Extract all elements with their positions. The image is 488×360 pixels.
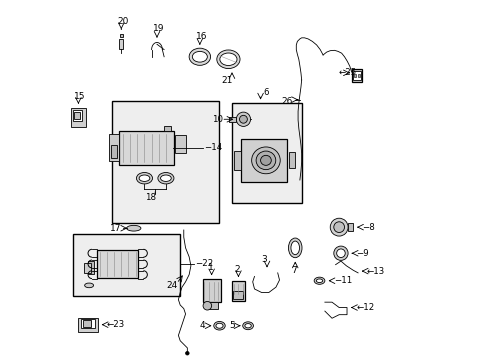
Ellipse shape: [288, 238, 302, 258]
Text: 7: 7: [290, 266, 296, 275]
Bar: [229, 117, 235, 122]
Bar: [175, 135, 185, 153]
Bar: [83, 320, 90, 327]
Bar: [108, 134, 119, 161]
Text: 6: 6: [263, 88, 268, 97]
Bar: [353, 71, 360, 80]
Bar: [357, 74, 359, 77]
Ellipse shape: [290, 241, 299, 255]
Ellipse shape: [216, 323, 223, 328]
Ellipse shape: [244, 324, 251, 328]
Bar: [164, 126, 171, 131]
Circle shape: [329, 218, 347, 236]
Text: −8: −8: [362, 222, 374, 231]
Bar: [233, 150, 241, 170]
Bar: [73, 234, 180, 296]
Text: 24: 24: [165, 281, 177, 290]
Bar: [73, 111, 81, 121]
Bar: [208, 302, 218, 309]
Text: 5: 5: [229, 321, 234, 330]
Bar: [111, 145, 117, 158]
Bar: [78, 318, 98, 332]
Ellipse shape: [126, 225, 141, 231]
Circle shape: [336, 249, 345, 257]
Bar: [71, 108, 85, 127]
Ellipse shape: [216, 50, 240, 68]
Text: 15: 15: [74, 91, 85, 100]
Ellipse shape: [84, 283, 93, 288]
Ellipse shape: [256, 151, 275, 170]
Bar: [97, 249, 138, 278]
Ellipse shape: [213, 321, 225, 330]
Circle shape: [236, 112, 250, 126]
Text: 10: 10: [212, 115, 223, 124]
Bar: [119, 39, 123, 49]
Ellipse shape: [242, 322, 253, 330]
Text: 17: 17: [109, 224, 121, 233]
Text: −14: −14: [203, 143, 222, 152]
Bar: [231, 103, 301, 203]
Bar: [241, 139, 287, 182]
Bar: [118, 131, 174, 165]
Ellipse shape: [136, 172, 152, 184]
Bar: [351, 69, 361, 82]
Text: 16: 16: [195, 32, 206, 41]
Bar: [231, 281, 244, 301]
Ellipse shape: [160, 175, 171, 181]
Bar: [288, 152, 295, 168]
Text: −9: −9: [356, 249, 368, 258]
Bar: [81, 319, 95, 328]
Bar: [203, 279, 220, 302]
Ellipse shape: [139, 175, 149, 181]
Text: 1: 1: [207, 263, 213, 272]
Ellipse shape: [220, 53, 237, 66]
Ellipse shape: [192, 51, 207, 62]
Text: ←23: ←23: [107, 320, 125, 329]
Circle shape: [185, 351, 189, 355]
Ellipse shape: [251, 147, 280, 174]
Text: 21: 21: [221, 76, 232, 85]
Text: 19: 19: [152, 24, 164, 33]
Text: ←12: ←12: [356, 303, 374, 312]
Bar: [87, 261, 94, 274]
Ellipse shape: [313, 277, 324, 284]
Text: 3: 3: [261, 255, 266, 264]
Circle shape: [239, 115, 247, 123]
Ellipse shape: [316, 279, 322, 283]
Text: 20: 20: [117, 17, 128, 26]
Text: ←25: ←25: [337, 68, 356, 77]
Circle shape: [333, 246, 347, 260]
Text: 26: 26: [281, 97, 292, 106]
Bar: [74, 112, 80, 119]
Ellipse shape: [260, 156, 271, 165]
Circle shape: [333, 222, 344, 233]
Text: 18: 18: [145, 193, 156, 202]
Bar: [120, 34, 122, 37]
Text: −11: −11: [333, 276, 352, 285]
Ellipse shape: [158, 172, 174, 184]
Text: ←13: ←13: [366, 267, 385, 276]
Circle shape: [203, 301, 211, 310]
Ellipse shape: [189, 48, 210, 65]
Text: 2: 2: [234, 265, 240, 274]
Bar: [233, 292, 243, 298]
Bar: [353, 74, 356, 77]
Text: −22: −22: [195, 260, 213, 269]
Bar: [83, 262, 91, 273]
Bar: [112, 102, 219, 223]
Bar: [347, 223, 353, 231]
Text: 4: 4: [199, 321, 205, 330]
